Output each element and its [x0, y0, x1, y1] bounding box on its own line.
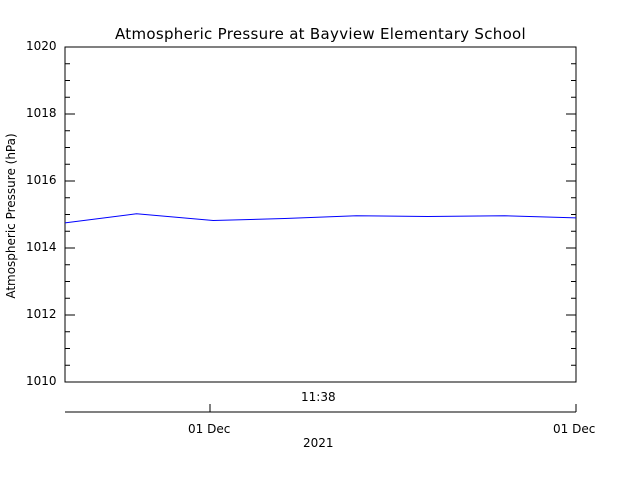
pressure-series-line	[64, 213, 577, 224]
x-time-axis	[65, 404, 577, 413]
y-ticks	[65, 46, 576, 383]
x-year-label: 2021	[303, 436, 334, 450]
y-axis-label: Atmospheric Pressure (hPa)	[4, 133, 18, 299]
y-tick-label: 1010	[26, 374, 57, 388]
y-tick-label: 1016	[26, 173, 57, 187]
x-date-label: 01 Dec	[553, 422, 596, 436]
y-tick-label: 1020	[26, 39, 57, 53]
y-tick-label: 1018	[26, 106, 57, 120]
x-time-label: 11:38	[301, 390, 336, 404]
chart-title: Atmospheric Pressure at Bayview Elementa…	[114, 25, 527, 43]
x-date-label: 01 Dec	[188, 422, 231, 436]
y-tick-label: 1014	[26, 240, 57, 254]
y-tick-label: 1012	[26, 307, 57, 321]
